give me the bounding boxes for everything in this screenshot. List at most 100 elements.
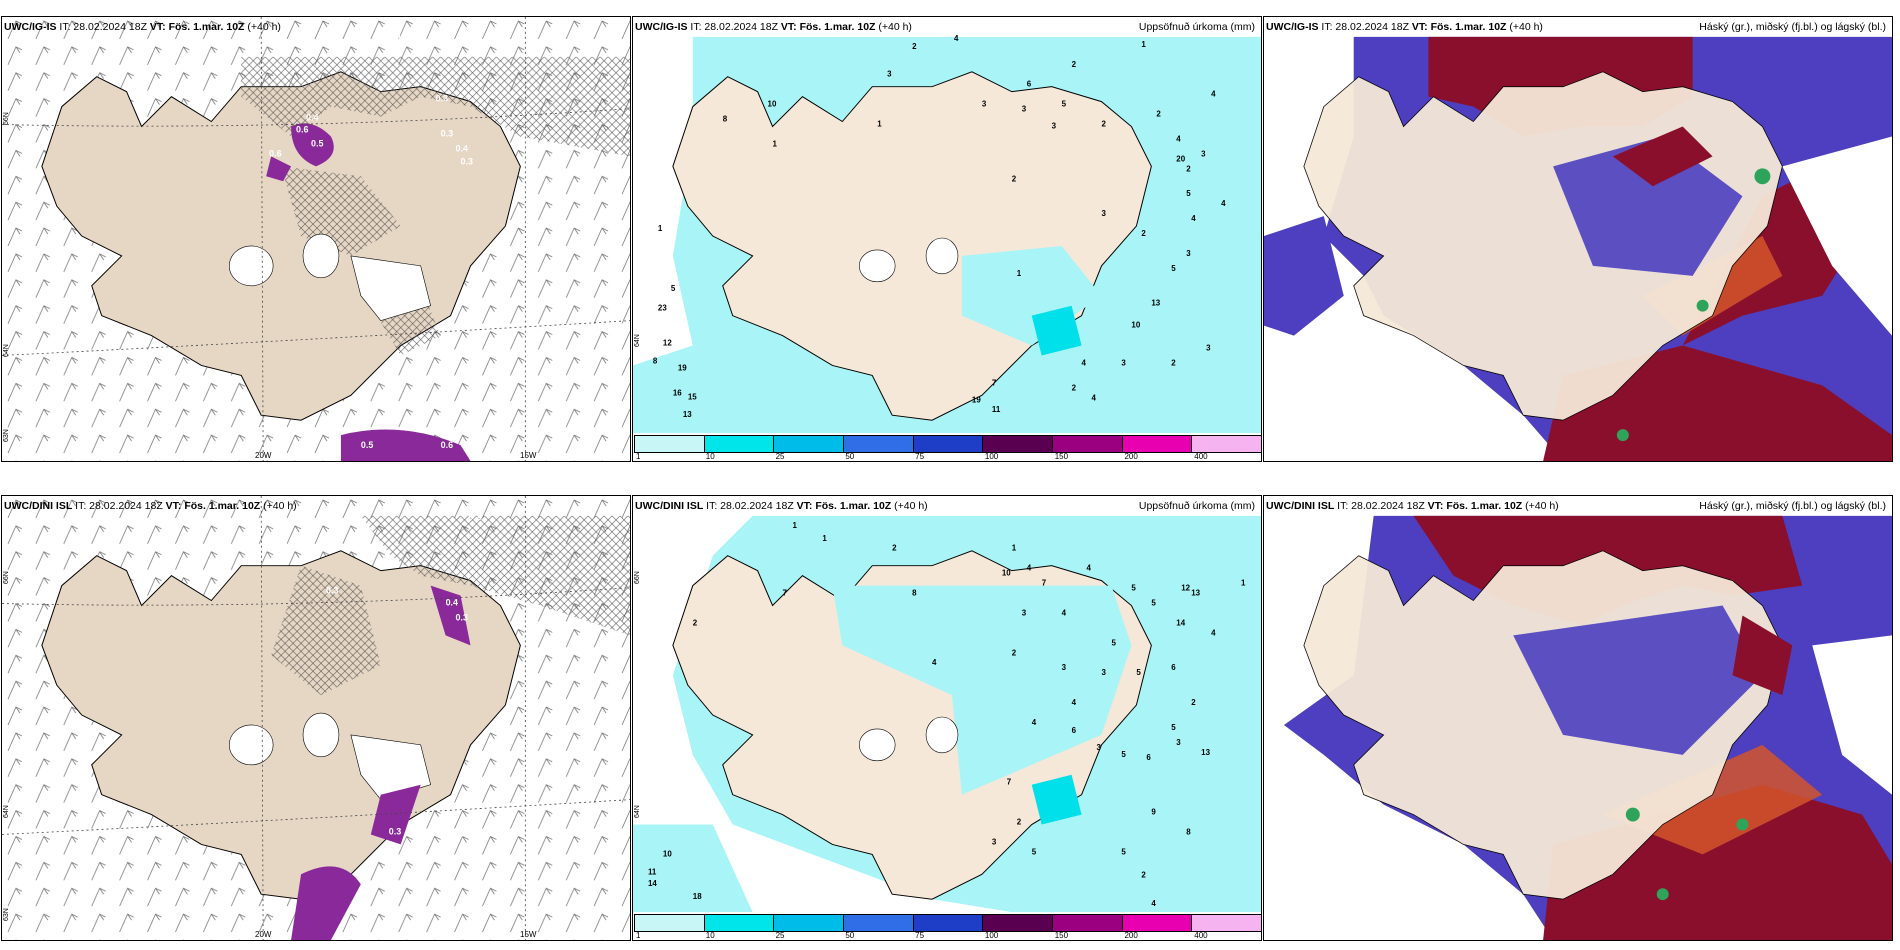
colorbar: 1 10 25 50 75 100 150 200 400 <box>633 433 1261 461</box>
colorbar-tick: 400 <box>1194 452 1208 461</box>
colorbar-cell <box>774 915 845 931</box>
svg-text:4: 4 <box>1151 899 1156 908</box>
svg-text:10: 10 <box>663 849 672 858</box>
svg-text:19: 19 <box>678 363 687 372</box>
panel-header: UWC/DINI ISL IT: 28.02.2024 18Z VT: Fös.… <box>4 500 297 512</box>
svg-text:12: 12 <box>1181 584 1190 593</box>
panel-bottom-right-cloud-map: UWC/DINI ISL IT: 28.02.2024 18Z VT: Fös.… <box>1263 495 1893 941</box>
lat-label: 64N <box>634 805 641 818</box>
svg-text:5: 5 <box>1111 638 1116 647</box>
svg-text:4: 4 <box>1072 698 1077 707</box>
svg-text:4: 4 <box>1191 214 1196 223</box>
precip-value: 0.3 <box>441 128 453 138</box>
colorbar-cell <box>1122 915 1193 931</box>
colorbar-cell <box>913 436 984 452</box>
svg-text:2: 2 <box>1072 60 1077 69</box>
colorbar-cell <box>704 915 775 931</box>
lon-label: 20W <box>255 451 272 460</box>
panel-top-mid-precip-map: 2 4 3 1 5 1 2 3 3 6 3 2 10 4 2 4 3 2 5 4… <box>632 16 1262 462</box>
svg-text:3: 3 <box>1176 738 1181 747</box>
svg-text:2: 2 <box>1171 358 1176 367</box>
svg-text:10: 10 <box>1131 321 1140 330</box>
svg-text:2: 2 <box>1156 110 1161 119</box>
svg-text:6: 6 <box>1146 753 1151 762</box>
svg-text:1: 1 <box>658 224 663 233</box>
colorbar-cell <box>1192 436 1261 452</box>
svg-text:3: 3 <box>1102 209 1107 218</box>
svg-text:7: 7 <box>1042 579 1047 588</box>
svg-text:3: 3 <box>1022 105 1027 114</box>
svg-text:16: 16 <box>673 388 682 397</box>
panel-title: Háský (gr.), miðský (fj.bl.) og lágský (… <box>1699 21 1886 33</box>
svg-text:7: 7 <box>783 589 788 598</box>
panel-bottom-mid-precip-map: 1 1 2 1 7 8 4 10 7 4 5 5 3 4 14 13 12 5 … <box>632 495 1262 941</box>
colorbar-tick: 10 <box>705 931 715 940</box>
colorbar-cell <box>1122 436 1193 452</box>
svg-text:1: 1 <box>1241 579 1246 588</box>
colorbar-tick: 50 <box>845 931 855 940</box>
svg-text:5: 5 <box>1131 584 1136 593</box>
colorbar-tick: 75 <box>915 931 925 940</box>
svg-text:8: 8 <box>1186 827 1191 836</box>
svg-text:18: 18 <box>693 892 702 901</box>
svg-text:2: 2 <box>1012 648 1017 657</box>
panel-top-right-cloud-map: UWC/IG-IS IT: 28.02.2024 18Z VT: Fös. 1.… <box>1263 16 1893 462</box>
colorbar-tick: 1 <box>636 452 641 461</box>
wind-barb-map: 0.4 0.3 0.4 0.6 0.5 0.3 0.4 0.3 0.6 0.5 … <box>2 17 630 461</box>
svg-text:11: 11 <box>648 867 657 876</box>
svg-text:4: 4 <box>1087 564 1092 573</box>
svg-text:2: 2 <box>1072 383 1077 392</box>
colorbar-tick: 200 <box>1124 931 1138 940</box>
precip-value: 0.2 <box>469 512 481 522</box>
panel-title: Háský (gr.), miðský (fj.bl.) og lágský (… <box>1699 500 1886 512</box>
precip-value: 0.3 <box>461 828 473 838</box>
svg-text:4: 4 <box>1221 199 1226 208</box>
svg-text:2: 2 <box>892 544 897 553</box>
svg-text:9: 9 <box>1151 808 1156 817</box>
svg-text:3: 3 <box>1206 344 1211 353</box>
svg-text:3: 3 <box>992 837 997 846</box>
svg-text:19: 19 <box>972 395 981 404</box>
svg-text:4: 4 <box>1027 564 1032 573</box>
colorbar-tick: 200 <box>1124 452 1138 461</box>
svg-text:1: 1 <box>1012 544 1017 553</box>
svg-text:1: 1 <box>822 534 827 543</box>
colorbar-tick: 150 <box>1054 931 1069 940</box>
svg-text:3: 3 <box>1102 668 1107 677</box>
svg-text:4: 4 <box>1062 608 1067 617</box>
svg-text:3: 3 <box>1022 608 1027 617</box>
panel-title: Uppsöfnuð úrkoma (mm) <box>1138 21 1255 33</box>
colorbar-cell <box>1053 915 1123 931</box>
lon-label: 20W <box>255 930 272 939</box>
svg-text:2: 2 <box>1141 870 1146 879</box>
svg-text:3: 3 <box>887 70 892 79</box>
panel-header: UWC/IG-IS IT: 28.02.2024 18Z VT: Fös. 1.… <box>635 21 912 33</box>
precip-value: 0.4 <box>306 113 318 123</box>
precip-value: 0.6 <box>269 148 281 158</box>
precip-value: 0.6 <box>296 124 308 134</box>
svg-text:15: 15 <box>688 392 697 401</box>
precipitation-map: 1 1 2 1 7 8 4 10 7 4 5 5 3 4 14 13 12 5 … <box>633 496 1261 940</box>
svg-text:12: 12 <box>663 339 672 348</box>
svg-text:13: 13 <box>1151 299 1160 308</box>
precip-value: 0.4 <box>396 33 408 43</box>
precipitation-map: 2 4 3 1 5 1 2 3 3 6 3 2 10 4 2 4 3 2 5 4… <box>633 17 1261 461</box>
colorbar-tick: 150 <box>1054 452 1069 461</box>
svg-text:3: 3 <box>982 100 987 109</box>
svg-text:2: 2 <box>1141 229 1146 238</box>
colorbar-tick: 75 <box>915 452 925 461</box>
svg-text:4: 4 <box>954 34 959 43</box>
lat-label: 66N <box>3 571 10 584</box>
svg-text:4: 4 <box>1211 628 1216 637</box>
colorbar-cell <box>635 436 705 452</box>
svg-text:4: 4 <box>1092 393 1097 402</box>
colorbar-cell <box>704 436 775 452</box>
svg-text:5: 5 <box>1062 100 1067 109</box>
svg-text:1: 1 <box>1141 40 1146 49</box>
svg-text:6: 6 <box>1072 726 1077 735</box>
svg-text:10: 10 <box>768 100 777 109</box>
colorbar-cell <box>635 915 705 931</box>
svg-text:2: 2 <box>1191 698 1196 707</box>
colorbar-cell <box>983 436 1054 452</box>
svg-text:3: 3 <box>1062 663 1067 672</box>
